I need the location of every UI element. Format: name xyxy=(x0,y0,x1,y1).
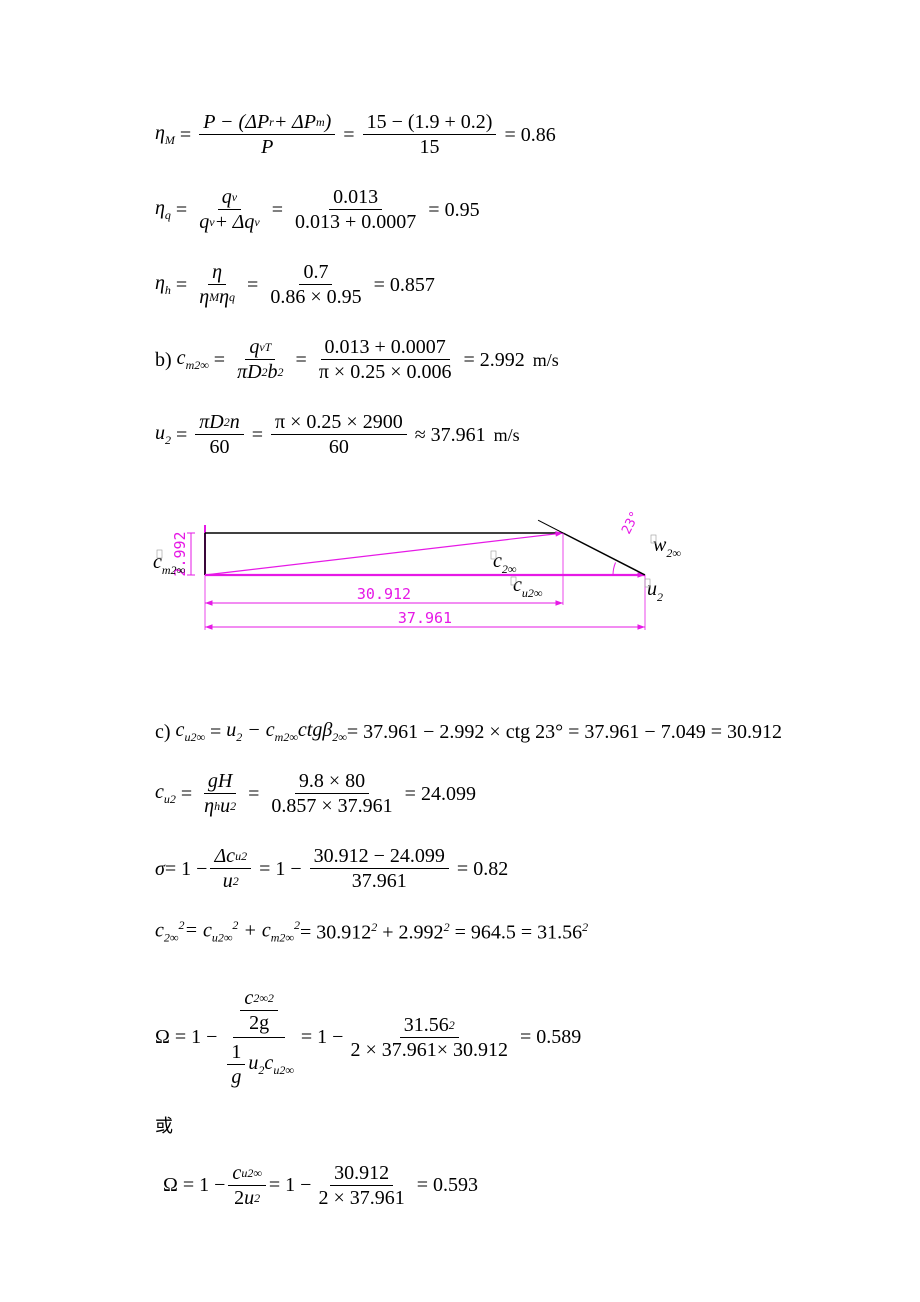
result: = 2.992 xyxy=(458,350,524,370)
lhs: ηh xyxy=(155,273,171,296)
or-text: 或 xyxy=(155,1117,800,1135)
velocity-triangle-diagram: 2.99230.91237.961cm2∞c2∞cu2∞w2∞u223° xyxy=(135,485,800,690)
lhs: cu2∞ xyxy=(176,720,205,743)
equation-cu2: cu2 = gH ηhu2 = 9.8 × 80 0.857 × 37.961 … xyxy=(155,769,800,818)
fraction-2: 9.8 × 80 0.857 × 37.961 xyxy=(267,769,396,818)
result: = 0.589 xyxy=(515,1027,581,1047)
page: ηM = P − (ΔPr + ΔPm) P = 15 − (1.9 + 0.2… xyxy=(0,0,920,1296)
fraction-2: 30.912 − 24.099 37.961 xyxy=(310,844,449,893)
fraction-1: P − (ΔPr + ΔPm) P xyxy=(199,110,335,159)
result: = 0.82 xyxy=(452,859,508,879)
svg-text:37.961: 37.961 xyxy=(398,609,452,627)
fraction-1: Δcu2 u2 xyxy=(210,844,251,893)
fraction-2: 0.7 0.86 × 0.95 xyxy=(266,260,365,309)
label-c: c) xyxy=(155,722,171,742)
svg-text:u2: u2 xyxy=(647,578,663,604)
svg-text:30.912: 30.912 xyxy=(357,585,411,603)
velocity-triangle-svg: 2.99230.91237.961cm2∞c2∞cu2∞w2∞u223° xyxy=(135,485,735,685)
lhs: cm2∞ xyxy=(177,348,209,371)
svg-text:23°: 23° xyxy=(619,509,643,537)
equation-c2sq: c2∞2 = cu2∞2 + cm2∞2 = 30.9122 + 2.9922 … xyxy=(155,919,800,944)
fraction-1: qv qv + Δqv xyxy=(195,185,264,234)
result: = 0.86 xyxy=(499,125,555,145)
result: = 0.857 xyxy=(369,275,435,295)
equals: = xyxy=(338,125,359,145)
equation-omega-1: Ω = 1 − c2∞2 2g 1 g u2cu2∞ = 1 − 31.562 … xyxy=(155,984,800,1091)
unit: m/s xyxy=(494,426,520,444)
equation-omega-2: Ω = 1 − cu2∞ 22uu2 = 1 − 30.912 2 × 37.9… xyxy=(163,1161,800,1210)
fraction-2: 31.562 2 × 37.961× 30.912 xyxy=(346,1013,512,1062)
equation-eta-h: ηh = η ηMηq = 0.7 0.86 × 0.95 = 0.857 xyxy=(155,260,800,309)
svg-text:w2∞: w2∞ xyxy=(653,534,681,560)
lhs: ηM xyxy=(155,123,175,146)
lhs: σ xyxy=(155,859,165,879)
equation-cu2inf: c) cu2∞ = u2 − cm2∞ctgβ2∞ = 37.961 − 2.9… xyxy=(155,720,800,743)
compound-fraction: c2∞2 2g 1 g u2cu2∞ xyxy=(220,984,297,1091)
fraction-1: qvT πD2b2 xyxy=(233,335,287,384)
lhs: c2∞2 xyxy=(155,919,184,944)
equation-u2: u2 = πD2n 60 = π × 0.25 × 2900 60 ≈ 37.9… xyxy=(155,410,800,459)
equation-cm2: b) cm2∞ = qvT πD2b2 = 0.013 + 0.0007 π ×… xyxy=(155,335,800,384)
lhs: u2 xyxy=(155,423,171,446)
fraction-1: cu2∞ 22uu2 xyxy=(228,1161,265,1210)
lhs: Ω = 1 − xyxy=(163,1175,225,1195)
svg-text:c2∞: c2∞ xyxy=(493,550,517,576)
equation-sigma: σ = 1 − Δcu2 u2 = 1 − 30.912 − 24.099 37… xyxy=(155,844,800,893)
fraction-1: η ηMηq xyxy=(195,260,239,309)
lhs: ηq xyxy=(155,198,171,221)
equals: = xyxy=(175,125,196,145)
equation-eta-q: ηq = qv qv + Δqv = 0.013 0.013 + 0.0007 … xyxy=(155,185,800,234)
lhs: Ω = 1 − xyxy=(155,1027,217,1047)
fraction-2: 0.013 + 0.0007 π × 0.25 × 0.006 xyxy=(315,335,456,384)
label-b: b) xyxy=(155,350,172,370)
svg-text:cu2∞: cu2∞ xyxy=(513,574,543,600)
lhs: cu2 xyxy=(155,782,176,805)
fraction-2: 0.013 0.013 + 0.0007 xyxy=(291,185,420,234)
unit: m/s xyxy=(533,351,559,369)
calc: = 37.961 − 2.992 × ctg 23° = 37.961 − 7.… xyxy=(347,722,782,742)
equation-eta-m: ηM = P − (ΔPr + ΔPm) P = 15 − (1.9 + 0.2… xyxy=(155,110,800,159)
fraction-1: gH ηhu2 xyxy=(200,769,240,818)
fraction-2: 30.912 2 × 37.961 xyxy=(314,1161,408,1210)
result: = 0.95 xyxy=(423,200,479,220)
result: ≈ 37.961 xyxy=(410,425,486,445)
result: = 24.099 xyxy=(400,784,476,804)
fraction-1: πD2n 60 xyxy=(195,410,243,459)
fraction-2: π × 0.25 × 2900 60 xyxy=(271,410,407,459)
fraction-2: 15 − (1.9 + 0.2) 15 xyxy=(363,110,497,159)
result: = 0.593 xyxy=(412,1175,478,1195)
